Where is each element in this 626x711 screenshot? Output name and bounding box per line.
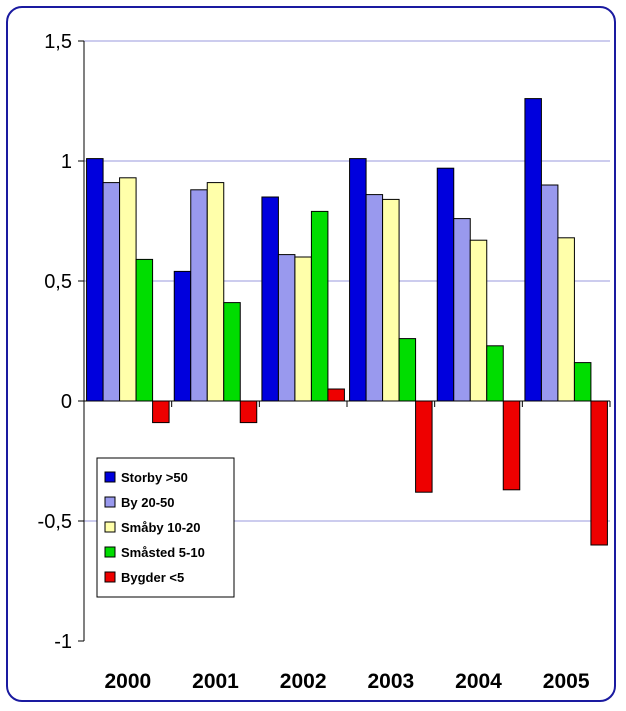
bar bbox=[453, 218, 471, 402]
legend-swatch bbox=[104, 521, 116, 533]
bar bbox=[206, 182, 225, 402]
legend: Storby >50 By 20-50 Småby 10-20 Småsted 5-1… bbox=[96, 457, 235, 598]
bar bbox=[349, 158, 367, 402]
y-tick-label: 1 bbox=[61, 151, 72, 173]
bar bbox=[135, 258, 154, 402]
x-tick-label: 2005 bbox=[543, 670, 590, 693]
bar bbox=[310, 210, 329, 402]
bar bbox=[365, 194, 384, 402]
legend-box bbox=[96, 457, 235, 598]
axes: -1 -0,5 0 0,5 1 1,5 2000 2001 2002 2003 2004 2005 bbox=[38, 31, 611, 693]
legend-label: Småby 10-20 bbox=[121, 520, 201, 535]
bar bbox=[294, 256, 312, 402]
bars bbox=[86, 98, 608, 546]
y-tick-label: -1 bbox=[54, 631, 72, 653]
x-tick-label: 2003 bbox=[367, 670, 414, 693]
bar bbox=[190, 189, 208, 402]
legend-label: Bygder <5 bbox=[121, 570, 184, 585]
bar bbox=[223, 302, 241, 402]
legend-swatch bbox=[104, 571, 116, 583]
y-tick-label: 0,5 bbox=[44, 271, 72, 293]
x-tick-label: 2002 bbox=[280, 670, 327, 693]
bar bbox=[382, 198, 400, 402]
bar bbox=[486, 345, 504, 402]
bar bbox=[524, 98, 542, 402]
x-tick-label: 2004 bbox=[455, 670, 502, 693]
bar bbox=[119, 177, 137, 402]
legend-label: Storby >50 bbox=[121, 470, 188, 485]
bar bbox=[436, 167, 455, 402]
y-tick-label: 0 bbox=[61, 391, 72, 413]
bar bbox=[573, 362, 592, 402]
bar bbox=[239, 400, 258, 424]
x-tick-label: 2000 bbox=[104, 670, 151, 693]
bar bbox=[173, 270, 192, 402]
bar bbox=[502, 400, 521, 491]
legend-swatch bbox=[104, 471, 116, 483]
bar bbox=[415, 400, 433, 493]
bar bbox=[557, 237, 575, 402]
bar bbox=[152, 400, 170, 424]
y-tick-label: -0,5 bbox=[38, 511, 72, 533]
legend-label: Småsted 5-10 bbox=[121, 545, 205, 560]
bar bbox=[261, 196, 279, 402]
legend-swatch bbox=[104, 496, 116, 508]
x-tick-label: 2001 bbox=[192, 670, 239, 693]
bar bbox=[398, 338, 417, 402]
bar bbox=[590, 400, 608, 546]
bar bbox=[327, 388, 345, 402]
y-tick-label: 1,5 bbox=[44, 31, 72, 53]
bar bbox=[86, 158, 104, 402]
bar bbox=[277, 254, 296, 402]
legend-swatch bbox=[104, 546, 116, 558]
bar bbox=[540, 184, 559, 402]
bar bbox=[102, 182, 121, 402]
legend-label: By 20-50 bbox=[121, 495, 174, 510]
bar bbox=[469, 239, 488, 402]
